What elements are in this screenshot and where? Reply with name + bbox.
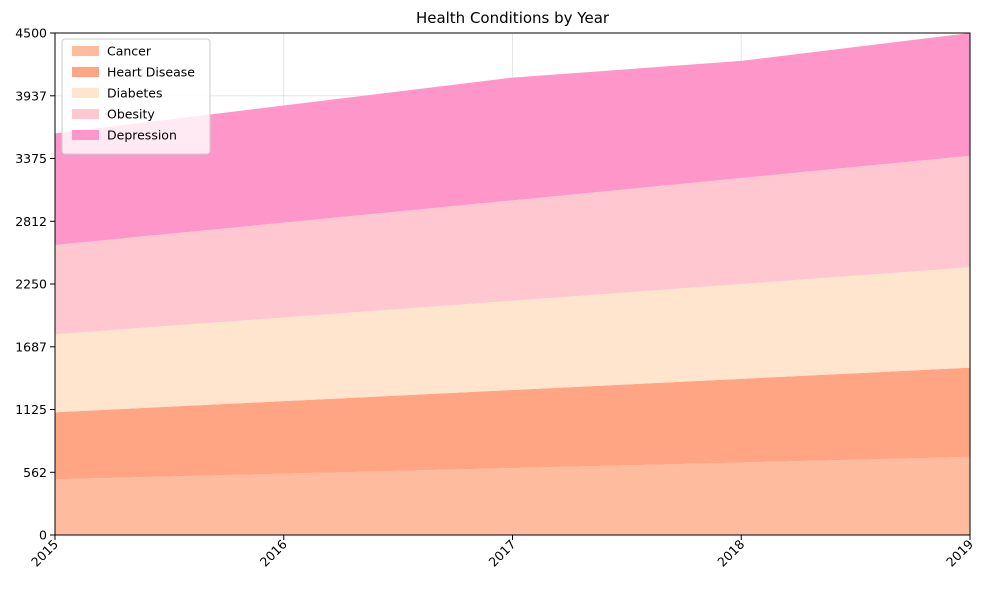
- y-tick-label: 2250: [15, 277, 47, 292]
- legend-swatch: [72, 88, 99, 98]
- y-tick-label: 1687: [15, 339, 47, 354]
- legend-swatch: [72, 130, 99, 140]
- y-tick-label: 3375: [15, 151, 47, 166]
- legend-label: Diabetes: [107, 86, 163, 101]
- legend-swatch: [72, 109, 99, 119]
- x-tick-label: 2017: [486, 537, 519, 570]
- y-tick-label: 1125: [15, 402, 47, 417]
- legend-label: Cancer: [107, 44, 152, 59]
- legend-label: Obesity: [107, 107, 155, 122]
- y-tick-label: 2812: [15, 214, 47, 229]
- chart-title: Health Conditions by Year: [416, 9, 610, 27]
- x-tick-label: 2015: [28, 537, 61, 570]
- legend-swatch: [72, 46, 99, 56]
- x-axis: 2015 2016 2017 2018 2019: [28, 535, 976, 570]
- y-tick-label: 4500: [15, 26, 47, 41]
- x-tick-label: 2016: [257, 536, 290, 569]
- y-tick-label: 3937: [15, 88, 47, 103]
- legend-label: Heart Disease: [107, 65, 195, 80]
- y-tick-label: 562: [23, 465, 47, 480]
- x-tick-label: 2019: [943, 536, 976, 569]
- legend-label: Depression: [107, 128, 177, 143]
- legend: Cancer Heart Disease Diabetes Obesity Depres…: [62, 39, 210, 154]
- x-tick-label: 2018: [714, 536, 747, 569]
- legend-swatch: [72, 67, 99, 77]
